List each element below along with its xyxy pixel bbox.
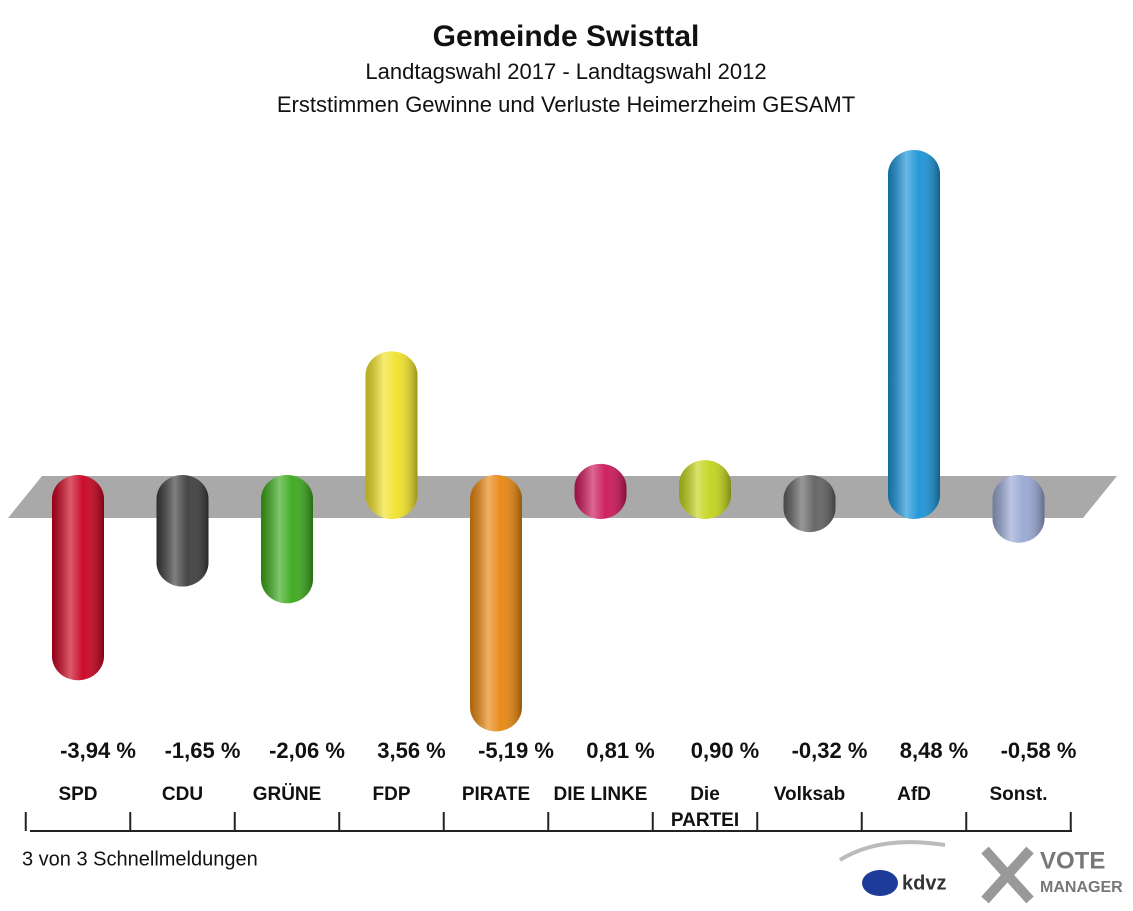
x-tick-label: GRÜNE <box>252 784 322 805</box>
logo-text: MANAGER <box>1040 879 1123 896</box>
bar-shine <box>888 150 940 519</box>
value-label: -1,65 % <box>165 738 241 763</box>
logo-text: VOTE <box>1040 847 1105 874</box>
logo-text: kdvz <box>902 872 946 894</box>
x-tick-label: DIE LINKE <box>553 784 648 805</box>
chart-subtitle: Erststimmen Gewinne und Verluste Heimerz… <box>277 92 855 117</box>
logo-ball <box>862 870 898 896</box>
logo-swoosh <box>838 840 946 862</box>
x-tick-label: Sonst. <box>989 784 1048 805</box>
chart-subtitle: Landtagswahl 2017 - Landtagswahl 2012 <box>365 59 766 84</box>
value-label: -5,19 % <box>478 738 554 763</box>
x-tick-label: PIRATE <box>461 784 531 805</box>
x-tick-label: Die PARTEI <box>670 784 740 831</box>
value-label: 8,48 % <box>900 738 969 763</box>
bar-shine <box>156 475 209 587</box>
value-label: 0,81 % <box>586 738 655 763</box>
footer-text: 3 von 3 Schnellmeldungen <box>22 848 258 870</box>
bar-shine <box>470 475 522 732</box>
value-label: -3,94 % <box>60 738 136 763</box>
bar-shine <box>783 475 836 533</box>
value-label: -0,32 % <box>792 738 868 763</box>
bar-shine <box>574 463 627 519</box>
chart-title: Gemeinde Swisttal <box>433 20 700 53</box>
value-label: -2,06 % <box>269 738 345 763</box>
value-label: -0,58 % <box>1001 738 1077 763</box>
x-tick-label: SPD <box>58 784 98 805</box>
value-label: 0,90 % <box>691 738 760 763</box>
bar-shine <box>365 351 418 519</box>
bar-shine <box>52 475 104 681</box>
x-tick-label: AfD <box>897 784 931 805</box>
bar-shine <box>992 475 1045 543</box>
logo-x <box>981 846 1034 904</box>
value-label: 3,56 % <box>377 738 446 763</box>
x-tick-label: CDU <box>161 784 204 805</box>
x-tick-label: Volksab <box>773 784 846 805</box>
bar-shine <box>261 475 313 604</box>
x-tick-label: FDP <box>372 784 411 805</box>
bar-shine <box>679 460 731 519</box>
